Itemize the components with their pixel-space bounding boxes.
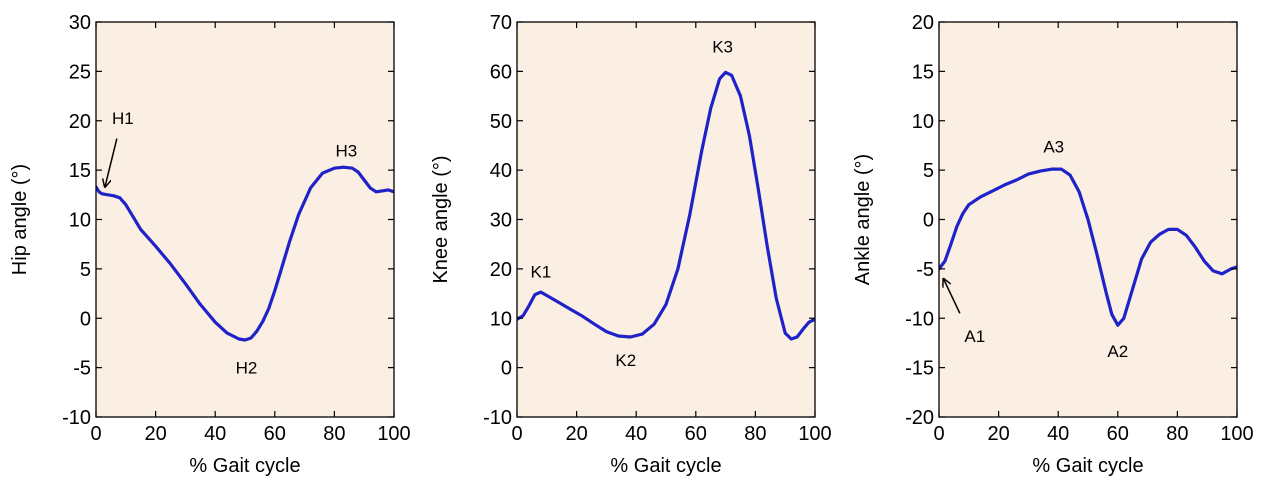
annotation-a3: A3 xyxy=(1043,137,1064,156)
y-axis-label: Ankle angle (°) xyxy=(852,154,874,285)
y-tick-label: 30 xyxy=(490,210,512,232)
plot-area xyxy=(96,22,394,417)
plot-area xyxy=(517,22,815,417)
annotation-k3: K3 xyxy=(712,38,733,57)
x-tick-label: 100 xyxy=(1220,423,1253,445)
y-tick-label: -10 xyxy=(62,407,91,429)
y-tick-label: 50 xyxy=(490,111,512,133)
y-tick-label: 20 xyxy=(490,259,512,281)
y-tick-label: 60 xyxy=(490,61,512,83)
chart-panel-3: 0 20 40 60 80 100 -20 -15 -10 -5 0 5 10 15 20 % Gait cy… xyxy=(852,12,1254,477)
y-tick-label: 5 xyxy=(80,259,91,281)
series-line-1 xyxy=(96,165,394,342)
x-axis-label: % Gait cycle xyxy=(610,455,721,477)
x-tick-label: 80 xyxy=(323,423,345,445)
y-tick-label: 0 xyxy=(80,308,91,330)
x-tick-label: 20 xyxy=(144,423,166,445)
x-tick-label: 100 xyxy=(377,423,410,445)
y-tick-label: 70 xyxy=(490,12,512,34)
annotation-a2: A2 xyxy=(1107,342,1128,361)
y-tick-label: -20 xyxy=(905,407,934,429)
x-tick-label: 40 xyxy=(204,423,226,445)
annotation-a1: A1 xyxy=(964,327,985,346)
y-tick-label: -5 xyxy=(916,259,934,281)
x-tick-label: 80 xyxy=(1166,423,1188,445)
y-tick-label: 10 xyxy=(490,308,512,330)
y-tick-label: 10 xyxy=(912,111,934,133)
y-tick-label: 20 xyxy=(912,12,934,34)
series-line-1 xyxy=(517,70,815,341)
y-tick-label: 30 xyxy=(69,12,91,34)
annotation-k2: K2 xyxy=(615,351,636,370)
y-tick-label: 5 xyxy=(923,160,934,182)
y-tick-label: 25 xyxy=(69,61,91,83)
y-tick-label: 15 xyxy=(69,160,91,182)
x-tick-label: 40 xyxy=(625,423,647,445)
y-tick-label: -15 xyxy=(905,358,934,380)
y-tick-label: 40 xyxy=(490,160,512,182)
annotation-k1: K1 xyxy=(530,262,551,281)
y-axis-label: Hip angle (°) xyxy=(9,164,31,275)
y-tick-label: -5 xyxy=(73,358,91,380)
y-axis-label: Knee angle (°) xyxy=(430,155,452,283)
annotation-h1: H1 xyxy=(112,109,134,128)
annotation-h3: H3 xyxy=(335,141,357,160)
x-tick-label: 0 xyxy=(933,423,944,445)
x-tick-label: 100 xyxy=(798,423,831,445)
x-axis-label: % Gait cycle xyxy=(189,455,300,477)
annotation-arrow-a1 xyxy=(943,279,961,314)
x-axis-label: % Gait cycle xyxy=(1032,455,1143,477)
chart-panel-1: 0 20 40 60 80 100 -10 -5 0 5 10 15 20 25 30 % Gait cycl… xyxy=(9,12,411,477)
y-tick-label: 0 xyxy=(923,210,934,232)
y-tick-label: -10 xyxy=(483,407,512,429)
x-tick-label: 20 xyxy=(987,423,1009,445)
x-tick-label: 60 xyxy=(685,423,707,445)
y-tick-label: -10 xyxy=(905,308,934,330)
y-tick-label: 0 xyxy=(501,358,512,380)
annotation-h2: H2 xyxy=(236,359,258,378)
series-line-1 xyxy=(939,167,1237,327)
x-tick-label: 80 xyxy=(744,423,766,445)
y-tick-label: 10 xyxy=(69,210,91,232)
x-tick-label: 60 xyxy=(264,423,286,445)
x-tick-label: 20 xyxy=(565,423,587,445)
x-tick-label: 60 xyxy=(1107,423,1129,445)
x-tick-label: 0 xyxy=(90,423,101,445)
annotation-arrow-h1 xyxy=(105,138,118,187)
x-tick-label: 40 xyxy=(1047,423,1069,445)
x-tick-label: 0 xyxy=(511,423,522,445)
y-tick-label: 20 xyxy=(69,111,91,133)
y-tick-label: 15 xyxy=(912,61,934,83)
